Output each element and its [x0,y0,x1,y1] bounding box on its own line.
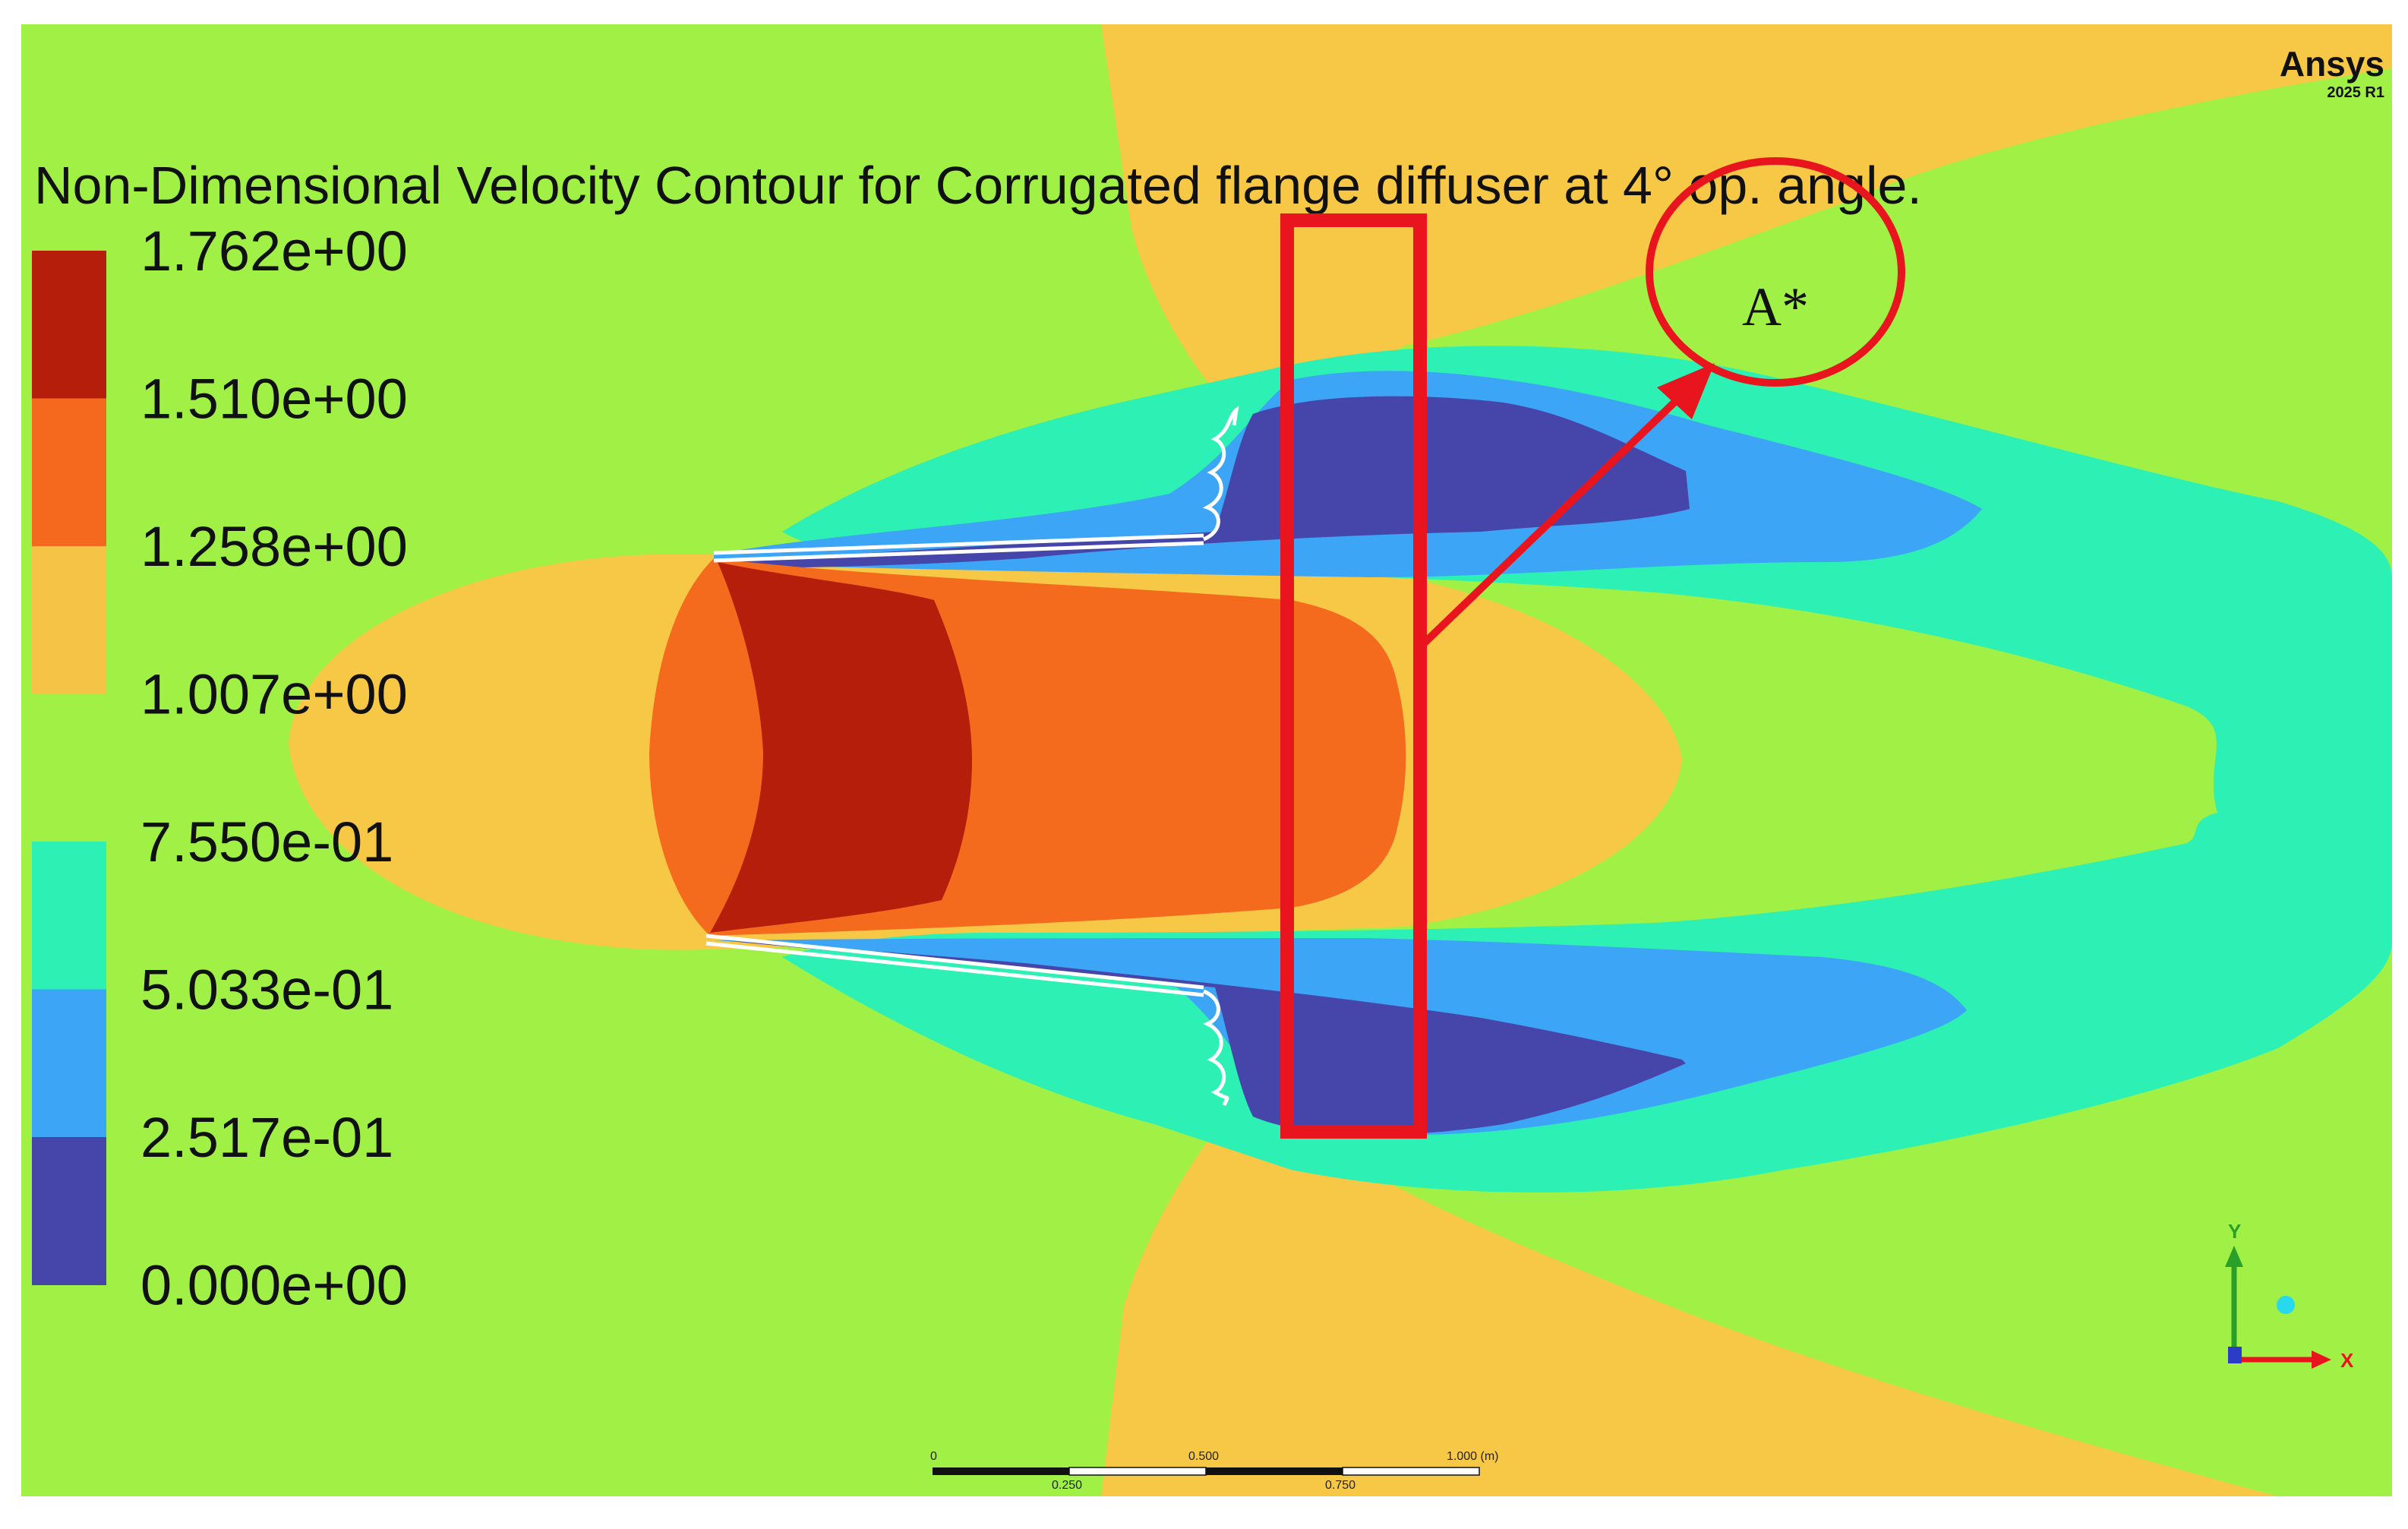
contour-darkblue-bottom [721,940,1686,1135]
legend-band-0 [32,251,106,399]
legend-label-3: 1.007e+00 [140,663,408,726]
annotation-arrow [1419,363,1715,649]
corrugated-flange-bottom [1202,989,1229,1106]
legend-band-1 [32,398,106,547]
contour-yellow-bottom [1101,1094,2278,1496]
legend-band-2 [32,546,106,694]
annotation-ellipse [1646,157,1905,387]
legend-label-1: 1.510e+00 [140,368,408,431]
ansys-logo: Ansys 2025 R1 [2280,44,2384,101]
scale-label-1-000: 1.000 (m) [1447,1450,1498,1463]
scale-label-0-750: 0.750 [1325,1479,1355,1492]
x-axis-arrowhead [2312,1351,2331,1369]
legend-label-0: 1.762e+00 [140,220,408,283]
triad-sphere [2277,1296,2295,1314]
contour-red-core [710,562,972,933]
plot-title: Non-Dimensional Velocity Contour for Cor… [34,156,1922,215]
z-axis-marker [2228,1347,2242,1363]
contour-field [21,24,2392,1496]
scale-bar: 0 0.500 1.000 (m) 0.250 0.750 [930,1450,1498,1492]
axis-triad: Y X [2225,1220,2354,1372]
scale-label-0: 0 [930,1450,937,1463]
highlight-rectangle [1280,213,1427,1139]
legend-band-5 [32,989,106,1138]
legend-label-6: 2.517e-01 [140,1106,393,1169]
annotation-label: A* [1742,276,1809,337]
contour-darkblue-top [721,396,1690,568]
diffuser-wall-top [713,533,1204,563]
y-axis-label: Y [2228,1220,2241,1243]
ansys-logo-text: Ansys [2280,44,2384,84]
legend-band-6 [32,1137,106,1285]
legend-label-7: 0.000e+00 [140,1254,408,1317]
x-axis-label: X [2340,1349,2354,1372]
scale-label-0-250: 0.250 [1052,1479,1082,1492]
scale-label-0-500: 0.500 [1188,1450,1219,1463]
legend-band-3 [32,693,106,842]
y-axis-arrowhead [2225,1246,2243,1267]
legend-label-4: 7.550e-01 [140,810,393,873]
ansys-version-text: 2025 R1 [2327,84,2384,101]
legend-label-5: 5.033e-01 [140,959,393,1022]
corrugated-flange-top [1202,406,1239,542]
diffuser-wall-bottom [705,934,1204,997]
legend-band-4 [32,842,106,990]
color-legend: 1.762e+00 1.510e+00 1.258e+00 1.007e+00 7.55… [32,220,408,1317]
legend-label-2: 1.258e+00 [140,515,408,578]
